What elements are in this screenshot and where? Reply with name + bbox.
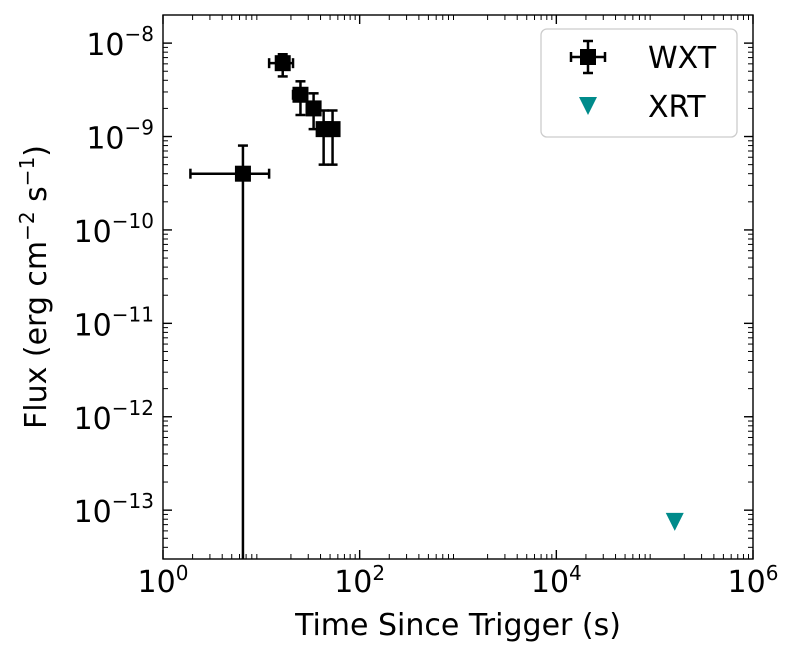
x-tick-label: 104	[531, 561, 582, 600]
axis-ticks	[162, 14, 754, 560]
plot-frame	[162, 14, 754, 560]
x-tick-labels: 100 102 104 106	[138, 561, 779, 600]
y-tick-base: 10	[74, 495, 112, 530]
legend-wxt-marker	[569, 39, 607, 75]
data-point-wxt	[292, 86, 309, 103]
legend-xrt-marker	[579, 97, 597, 115]
y-tick-label: 10−8	[86, 22, 154, 63]
y-tick-exp: −13	[112, 489, 154, 513]
x-tick-base: 10	[334, 565, 372, 600]
y-tick-exp: −9	[125, 116, 154, 140]
x-tick-exp: 6	[766, 561, 779, 585]
y-tick-label: 10−12	[74, 396, 154, 437]
y-tick-exp: −8	[125, 22, 154, 46]
y-tick-base: 10	[86, 28, 124, 63]
data-point-wxt	[305, 100, 322, 117]
y-tick-label: 10−10	[74, 209, 154, 250]
legend-label-xrt: XRT	[648, 90, 706, 125]
y-tick-label: 10−13	[74, 489, 154, 530]
x-axis-label: Time Since Trigger (s)	[294, 608, 621, 643]
legend-label-wxt: WXT	[648, 41, 717, 76]
x-tick-base: 10	[138, 565, 176, 600]
x-tick-base: 10	[728, 565, 766, 600]
x-tick-exp: 0	[176, 561, 189, 585]
data-point-wxt	[234, 165, 251, 182]
y-tick-base: 10	[74, 308, 112, 343]
legend: WXT XRT	[540, 28, 738, 138]
data-markers	[234, 55, 684, 531]
error-bar-wxt	[189, 144, 271, 559]
data-point-wxt	[274, 55, 291, 72]
data-point-xrt	[665, 512, 684, 531]
y-tick-base: 10	[74, 215, 112, 250]
x-tick-label: 100	[138, 561, 189, 600]
y-tick-label: 10−9	[86, 116, 154, 157]
y-tick-exp: −10	[112, 209, 154, 233]
x-tick-base: 10	[531, 565, 569, 600]
x-tick-exp: 2	[372, 561, 385, 585]
x-tick-label: 102	[334, 561, 385, 600]
y-tick-exp: −11	[112, 302, 154, 326]
x-tick-label: 106	[728, 561, 779, 600]
y-tick-exp: −12	[112, 396, 154, 420]
data-point-wxt	[324, 121, 341, 138]
y-tick-base: 10	[86, 122, 124, 157]
x-tick-exp: 4	[569, 561, 582, 585]
y-tick-label: 10−11	[74, 302, 154, 343]
y-tick-base: 10	[74, 402, 112, 437]
y-axis-label: Flux (erg cm−2 s−1)	[15, 145, 54, 429]
